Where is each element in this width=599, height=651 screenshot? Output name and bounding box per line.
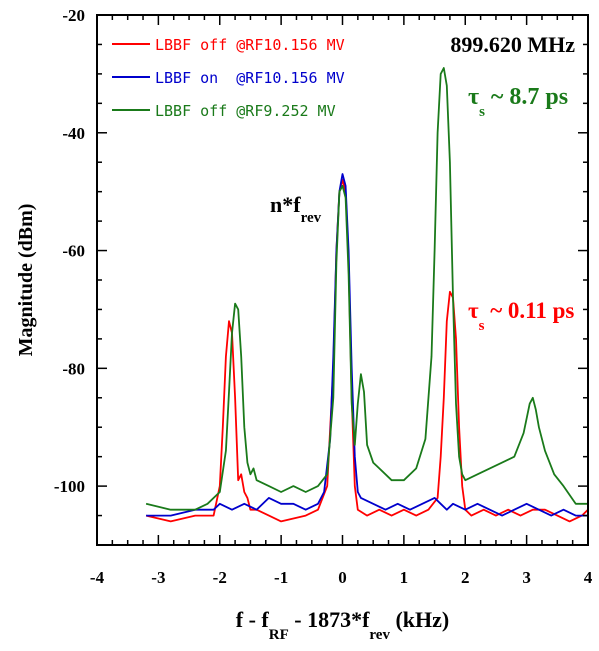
series-line-3 (145, 67, 588, 511)
x-axis-label: f - fRF - 1873*frev (kHz) (236, 607, 449, 643)
legend-label-2: LBBF on @RF10.156 MV (155, 69, 345, 87)
series-line-2 (146, 173, 588, 517)
series-group (145, 67, 589, 523)
x-tick-label: 3 (522, 568, 531, 587)
x-tick-label: 1 (400, 568, 409, 587)
y-tick-label: -80 (62, 359, 85, 378)
y-tick-label: -40 (62, 124, 85, 143)
annotation-tau-red: τs ~ 0.11 ps (468, 298, 574, 334)
x-tick-label: 0 (338, 568, 347, 587)
x-tick-label: 4 (584, 568, 593, 587)
y-tick-label: -100 (54, 477, 85, 496)
x-tick-label: -4 (90, 568, 105, 587)
x-tick-label: -2 (213, 568, 227, 587)
y-tick-label: -20 (62, 6, 85, 25)
y-tick-label: -60 (62, 242, 85, 261)
annotations-group: 899.620 MHz n*frev τs ~ 8.7 ps τs ~ 0.11 ps (270, 32, 575, 334)
y-axis-label: Magnitude (dBm) (15, 204, 37, 357)
series-line-1 (145, 178, 589, 523)
x-tick-label: 2 (461, 568, 470, 587)
annotation-frequency: 899.620 MHz (450, 32, 575, 57)
annotation-tau-green: τs ~ 8.7 ps (468, 84, 568, 120)
axes-group: -4 -3 -2 -1 0 1 2 3 4 -100 -80 -60 -40 -20 (54, 6, 593, 587)
x-tick-label: -1 (274, 568, 288, 587)
x-tick-label: -3 (151, 568, 165, 587)
annotation-n-frev: n*frev (270, 192, 322, 226)
legend-label-3: LBBF off @RF9.252 MV (155, 102, 336, 120)
legend-label-1: LBBF off @RF10.156 MV (155, 36, 345, 54)
legend: LBBF off @RF10.156 MV LBBF on @RF10.156 M… (112, 36, 345, 120)
